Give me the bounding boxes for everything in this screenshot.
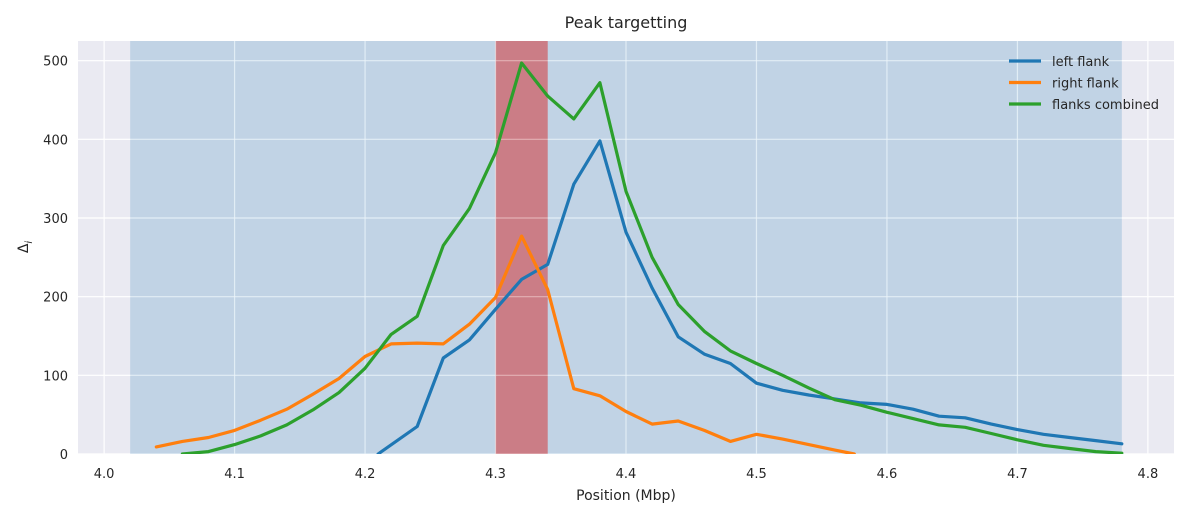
grid xyxy=(78,41,1174,455)
x-tick-label: 4.4 xyxy=(616,467,637,482)
y-tick-label: 400 xyxy=(43,133,68,148)
series-line-left-flank xyxy=(376,139,1124,454)
peak-region xyxy=(495,41,548,454)
series-line-right-flank xyxy=(154,234,856,454)
legend: left flank right flank flanks combined xyxy=(1009,55,1159,113)
x-tick-label: 4.5 xyxy=(746,467,767,482)
y-tick-label: 200 xyxy=(43,291,68,306)
x-tick-label: 4.1 xyxy=(224,467,245,482)
shaded-regions xyxy=(130,41,1122,454)
x-tick-label: 4.2 xyxy=(355,467,376,482)
y-axis-label: Δi xyxy=(16,241,35,254)
legend-label: left flank xyxy=(1052,55,1110,70)
x-tick-label: 4.3 xyxy=(485,467,506,482)
y-tick-label: 300 xyxy=(43,212,68,227)
legend-label: flanks combined xyxy=(1052,98,1159,113)
x-axis-label: Position (Mbp) xyxy=(576,488,676,504)
series-lines xyxy=(154,61,1124,454)
series-line-flanks-combined xyxy=(180,61,1124,454)
y-tick-label: 500 xyxy=(43,55,68,70)
x-tick-label: 4.0 xyxy=(94,467,115,482)
x-axis-ticks: 4.0 4.1 4.2 4.3 4.4 4.5 4.6 4.7 4.8 xyxy=(94,467,1158,482)
x-tick-label: 4.7 xyxy=(1007,467,1028,482)
y-axis-label-subscript: i xyxy=(24,241,35,244)
y-axis-label-main: Δ xyxy=(16,243,32,253)
grid-overlay xyxy=(78,41,1174,455)
y-tick-label: 100 xyxy=(43,369,68,384)
x-tick-label: 4.6 xyxy=(877,467,898,482)
chart-title: Peak targetting xyxy=(565,13,688,32)
y-tick-label: 0 xyxy=(60,448,68,463)
search-window-region xyxy=(130,41,1122,454)
y-axis-ticks: 0 100 200 300 400 500 xyxy=(43,55,68,463)
legend-label: right flank xyxy=(1052,77,1119,92)
x-tick-label: 4.8 xyxy=(1138,467,1159,482)
